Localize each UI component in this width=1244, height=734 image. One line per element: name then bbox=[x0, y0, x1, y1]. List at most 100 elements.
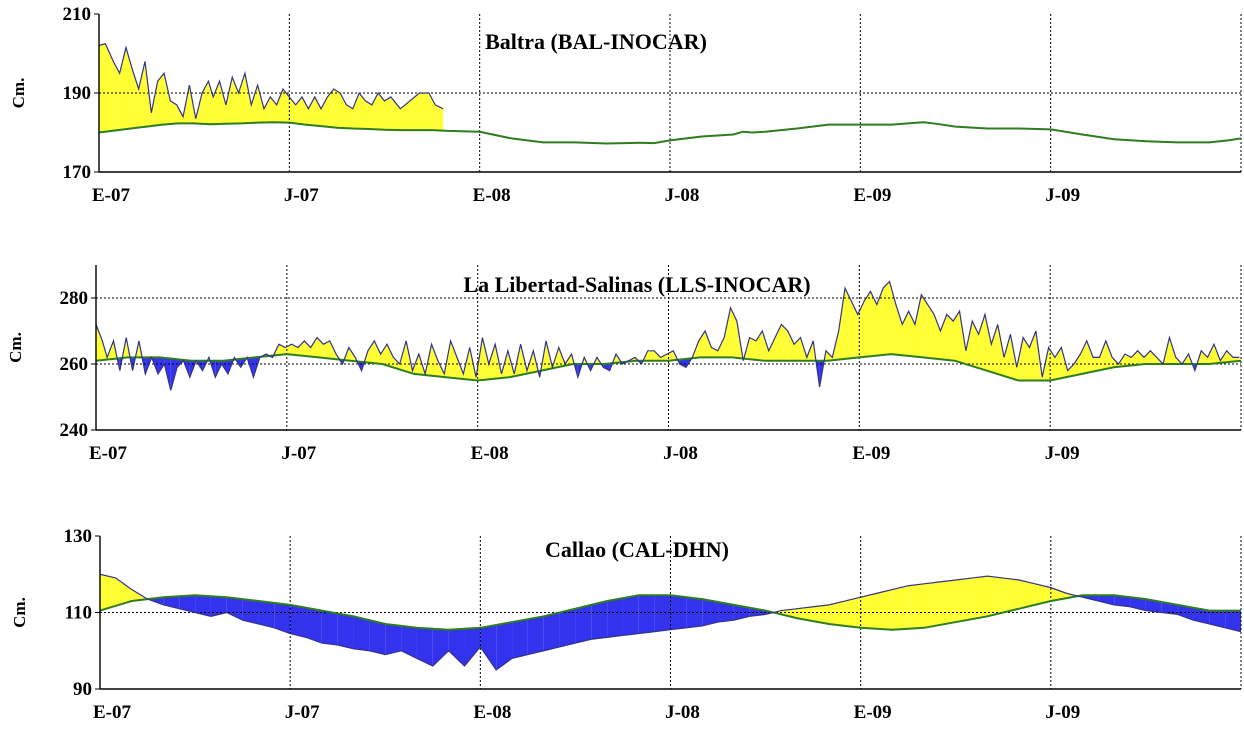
below-normal-fill bbox=[179, 595, 195, 612]
chart-panel-3: 90 110 130 E-07 J-07 E-08 J-08 E-09 J-09 Cm. Calla… bbox=[10, 526, 1241, 723]
above-normal-fill bbox=[1019, 580, 1035, 609]
below-normal-fill bbox=[623, 595, 639, 635]
above-normal-fill bbox=[365, 101, 371, 129]
above-normal-fill bbox=[381, 344, 387, 365]
x-tick-label: E-07 bbox=[93, 702, 132, 723]
below-normal-fill bbox=[528, 616, 544, 654]
normal-level-line bbox=[99, 122, 1241, 143]
above-normal-fill bbox=[648, 351, 654, 361]
y-tick-label: 110 bbox=[65, 603, 92, 624]
above-normal-fill bbox=[896, 305, 902, 356]
below-normal-fill bbox=[496, 622, 512, 670]
x-tick-label: E-09 bbox=[854, 702, 892, 723]
y-tick-label: 170 bbox=[63, 162, 92, 183]
below-normal-fill bbox=[512, 619, 528, 658]
above-normal-fill bbox=[991, 324, 997, 374]
x-tick-label: E-07 bbox=[92, 185, 131, 206]
above-normal-fill bbox=[378, 93, 384, 130]
above-normal-fill bbox=[908, 584, 924, 629]
x-tick-label: J-08 bbox=[663, 443, 698, 464]
below-normal-fill bbox=[354, 616, 370, 650]
above-normal-fill bbox=[359, 93, 365, 129]
chart-title: Callao (CAL-DHN) bbox=[545, 537, 729, 562]
x-tick-label: J-08 bbox=[665, 702, 700, 723]
below-normal-fill bbox=[575, 605, 591, 643]
above-normal-fill bbox=[1087, 341, 1093, 373]
y-axis-label: Cm. bbox=[9, 78, 28, 109]
above-normal-fill bbox=[1201, 351, 1207, 364]
y-axis-label: Cm. bbox=[10, 597, 29, 628]
above-normal-fill bbox=[947, 315, 953, 361]
above-normal-fill bbox=[139, 61, 145, 127]
below-normal-fill bbox=[655, 595, 671, 631]
above-normal-fill bbox=[311, 338, 317, 358]
below-normal-fill bbox=[433, 629, 449, 666]
above-normal-fill bbox=[283, 89, 289, 123]
above-normal-fill bbox=[264, 97, 270, 123]
chart-title: Baltra (BAL-INOCAR) bbox=[485, 29, 707, 54]
above-normal-fill bbox=[864, 291, 870, 357]
x-tick-label: E-08 bbox=[473, 702, 511, 723]
above-normal-fill bbox=[321, 97, 327, 127]
below-normal-fill bbox=[385, 624, 401, 655]
below-normal-fill bbox=[544, 613, 560, 651]
below-normal-fill bbox=[607, 598, 623, 637]
above-normal-fill bbox=[1131, 351, 1137, 366]
above-normal-fill bbox=[1023, 338, 1029, 381]
above-normal-fill bbox=[858, 301, 864, 357]
x-tick-label: E-09 bbox=[853, 185, 891, 206]
above-normal-fill bbox=[985, 315, 991, 373]
below-normal-fill bbox=[401, 626, 417, 659]
x-tick-label: E-09 bbox=[852, 443, 890, 464]
above-normal-fill bbox=[1003, 578, 1019, 612]
above-normal-fill bbox=[334, 89, 340, 128]
above-normal-fill bbox=[877, 590, 893, 630]
above-normal-fill bbox=[788, 331, 794, 361]
above-normal-fill bbox=[96, 324, 102, 360]
y-tick-label: 260 bbox=[60, 354, 89, 375]
below-normal-fill bbox=[258, 601, 274, 628]
y-tick-label: 280 bbox=[60, 288, 89, 309]
above-normal-fill bbox=[883, 282, 889, 355]
above-normal-fill bbox=[1074, 354, 1080, 375]
above-normal-fill bbox=[940, 580, 956, 625]
above-normal-fill bbox=[158, 73, 164, 125]
above-normal-fill bbox=[353, 93, 359, 129]
above-normal-fill bbox=[100, 574, 116, 610]
below-normal-fill bbox=[560, 609, 576, 647]
above-normal-fill bbox=[924, 582, 940, 628]
above-normal-fill bbox=[956, 578, 972, 622]
above-normal-fill bbox=[1138, 351, 1144, 365]
above-normal-fill bbox=[915, 295, 921, 358]
below-normal-fill bbox=[290, 605, 306, 638]
above-normal-fill bbox=[419, 93, 429, 130]
x-tick-label: E-08 bbox=[473, 185, 511, 206]
above-normal-fill bbox=[987, 576, 1003, 616]
chart-title: La Libertad-Salinas (LLS-INOCAR) bbox=[463, 272, 810, 297]
above-normal-fill bbox=[368, 341, 374, 363]
anomaly-fills bbox=[96, 282, 1239, 391]
x-tick-label: J-07 bbox=[281, 443, 316, 464]
above-normal-fill bbox=[315, 97, 321, 126]
below-normal-fill bbox=[369, 620, 385, 654]
x-tick-label: J-07 bbox=[285, 702, 320, 723]
above-normal-fill bbox=[410, 93, 420, 130]
y-tick-label: 190 bbox=[63, 83, 92, 104]
above-normal-fill bbox=[298, 341, 304, 356]
above-normal-fill bbox=[304, 341, 310, 357]
x-tick-label: J-09 bbox=[1045, 443, 1080, 464]
below-normal-fill bbox=[449, 629, 465, 666]
x-tick-label: J-09 bbox=[1045, 702, 1080, 723]
above-normal-fill bbox=[1080, 341, 1086, 374]
below-normal-fill bbox=[639, 595, 655, 633]
y-tick-label: 90 bbox=[73, 679, 92, 700]
y-tick-label: 130 bbox=[64, 526, 93, 547]
above-normal-fill bbox=[851, 301, 857, 358]
above-normal-fill bbox=[861, 593, 877, 628]
x-tick-label: J-07 bbox=[284, 185, 319, 206]
below-normal-fill bbox=[338, 613, 354, 648]
